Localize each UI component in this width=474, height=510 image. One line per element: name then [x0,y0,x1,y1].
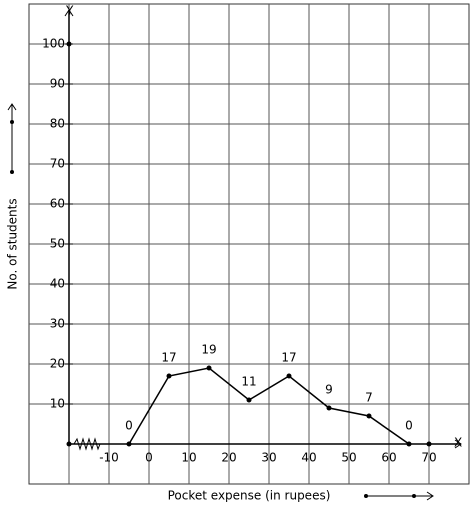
x-tick-label: 0 [145,451,153,465]
data-label: 19 [201,343,216,357]
y-tick-label: 70 [50,157,65,171]
data-point [406,441,412,447]
origin-dot [66,441,72,447]
x-tick-label: 30 [261,451,276,465]
x-tick-label: -10 [99,451,119,465]
x-arrow [454,439,462,449]
data-label: 7 [365,391,373,405]
data-point [126,441,132,447]
y-label-arrow [7,103,17,174]
y-arrow [64,9,74,17]
y-axis-name: Y [65,4,74,18]
data-point [246,397,252,403]
x-label-arrow [364,491,434,501]
grid [29,4,469,484]
y-tick-label: 10 [50,397,65,411]
y-tick-label: 90 [50,77,65,91]
x-tick-label: 60 [381,451,396,465]
x-axis-name: X [454,436,462,450]
data-point [166,373,172,379]
data-label: 0 [405,419,413,433]
x-tick-label: 10 [181,451,196,465]
x-tick-label: 70 [421,451,436,465]
y-tick-label: 80 [50,117,65,131]
x-tick-label: 40 [301,451,316,465]
axis-break [73,437,101,451]
data-line [128,367,410,445]
y-tick-label: 60 [50,197,65,211]
data-label: 17 [281,351,296,365]
data-point [286,373,292,379]
data-point [366,413,372,419]
axis-dot [426,441,432,447]
x-axis-label: Pocket expense (in rupees) [168,489,331,503]
data-label: 9 [325,383,333,397]
data-point [206,365,212,371]
y-tick-label: 40 [50,277,65,291]
y-tick-label: 50 [50,237,65,251]
y-tick-label: 100 [42,37,65,51]
x-tick-label: 50 [341,451,356,465]
data-label: 0 [125,419,133,433]
data-label: 17 [161,351,176,365]
x-tick-label: 20 [221,451,236,465]
data-point [326,405,332,411]
y-axis-label: No. of students [6,198,20,289]
y-tick-label: 20 [50,357,65,371]
data-label: 11 [241,375,256,389]
y-tick-label: 30 [50,317,65,331]
